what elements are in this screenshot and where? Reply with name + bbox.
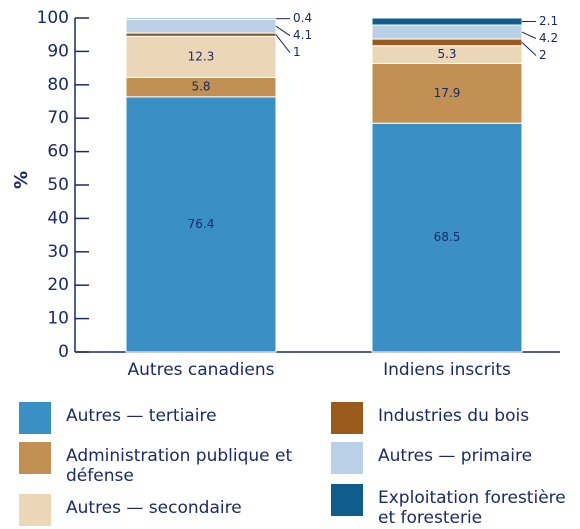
- y-axis-label: %: [11, 171, 32, 189]
- bar-segment: [125, 35, 277, 78]
- legend-label: Autres — tertiaire: [66, 406, 217, 426]
- bar-segment: [125, 18, 277, 34]
- bar-segment: [371, 122, 523, 353]
- y-tick-label: 70: [47, 108, 69, 128]
- leader-line: [275, 34, 291, 53]
- bar-segment: [371, 24, 523, 40]
- legend-item: Exploitation forestière et foresterie: [330, 483, 580, 528]
- y-tick-label: 20: [47, 275, 69, 295]
- legend: Autres — tertiaire Administration publiqu…: [0, 395, 580, 529]
- data-label: 5.8: [191, 80, 210, 94]
- y-tick-label: 50: [47, 175, 69, 195]
- legend-item: Industries du bois: [330, 401, 580, 435]
- legend-item: Administration publique et défense: [18, 441, 318, 486]
- data-label: 12.3: [188, 49, 215, 63]
- data-label: 68.5: [434, 230, 461, 244]
- y-tick-label: 100: [37, 8, 69, 28]
- legend-swatch: [18, 493, 52, 527]
- legend-swatch: [330, 483, 364, 517]
- data-label: 1: [293, 45, 301, 59]
- data-label: 76.4: [188, 217, 215, 231]
- y-tick-label: 10: [47, 309, 69, 329]
- leader-line: [521, 31, 537, 39]
- data-label: 0.4: [293, 11, 312, 25]
- legend-swatch: [18, 401, 52, 435]
- legend-item: Autres — tertiaire: [18, 401, 318, 435]
- bar-segment: [125, 17, 277, 20]
- legend-swatch: [18, 441, 52, 475]
- bar-segment: [125, 96, 277, 353]
- legend-label: Autres — primaire: [378, 446, 533, 466]
- y-tick-label: 40: [47, 208, 69, 228]
- data-label: 4.2: [539, 31, 558, 45]
- y-tick-label: 60: [47, 142, 69, 162]
- data-label: 2.1: [539, 14, 558, 28]
- legend-swatch: [330, 441, 364, 475]
- chart: % 0 10 20 30 40 50 60 70 80 90 100 Autres canadiens…: [11, 8, 560, 380]
- bar-segment: [371, 17, 523, 26]
- data-label: 5.3: [437, 47, 456, 61]
- bar-segment: [125, 32, 277, 37]
- y-tick-label: 80: [47, 75, 69, 95]
- legend-label: Exploitation forestière et foresterie: [378, 488, 566, 528]
- legend-label: Administration publique et défense: [66, 446, 293, 486]
- x-tick-label: Indiens inscrits: [383, 360, 511, 380]
- legend-label: Industries du bois: [378, 406, 530, 426]
- data-label: 2: [539, 48, 547, 62]
- legend-label: Autres — secondaire: [66, 498, 242, 518]
- legend-item: Autres — primaire: [330, 441, 580, 475]
- leader-line: [521, 42, 537, 56]
- y-tick-label: 30: [47, 242, 69, 262]
- data-label: 4.1: [293, 28, 312, 42]
- bar-segment: [371, 38, 523, 47]
- y-tick-label: 90: [47, 41, 69, 61]
- y-tick-label: 0: [58, 342, 69, 362]
- bar-segment: [371, 62, 523, 124]
- x-tick-label: Autres canadiens: [128, 360, 275, 380]
- data-label: 17.9: [434, 86, 461, 100]
- legend-item: Autres — secondaire: [18, 493, 318, 527]
- leader-line: [275, 25, 291, 37]
- legend-swatch: [330, 401, 364, 435]
